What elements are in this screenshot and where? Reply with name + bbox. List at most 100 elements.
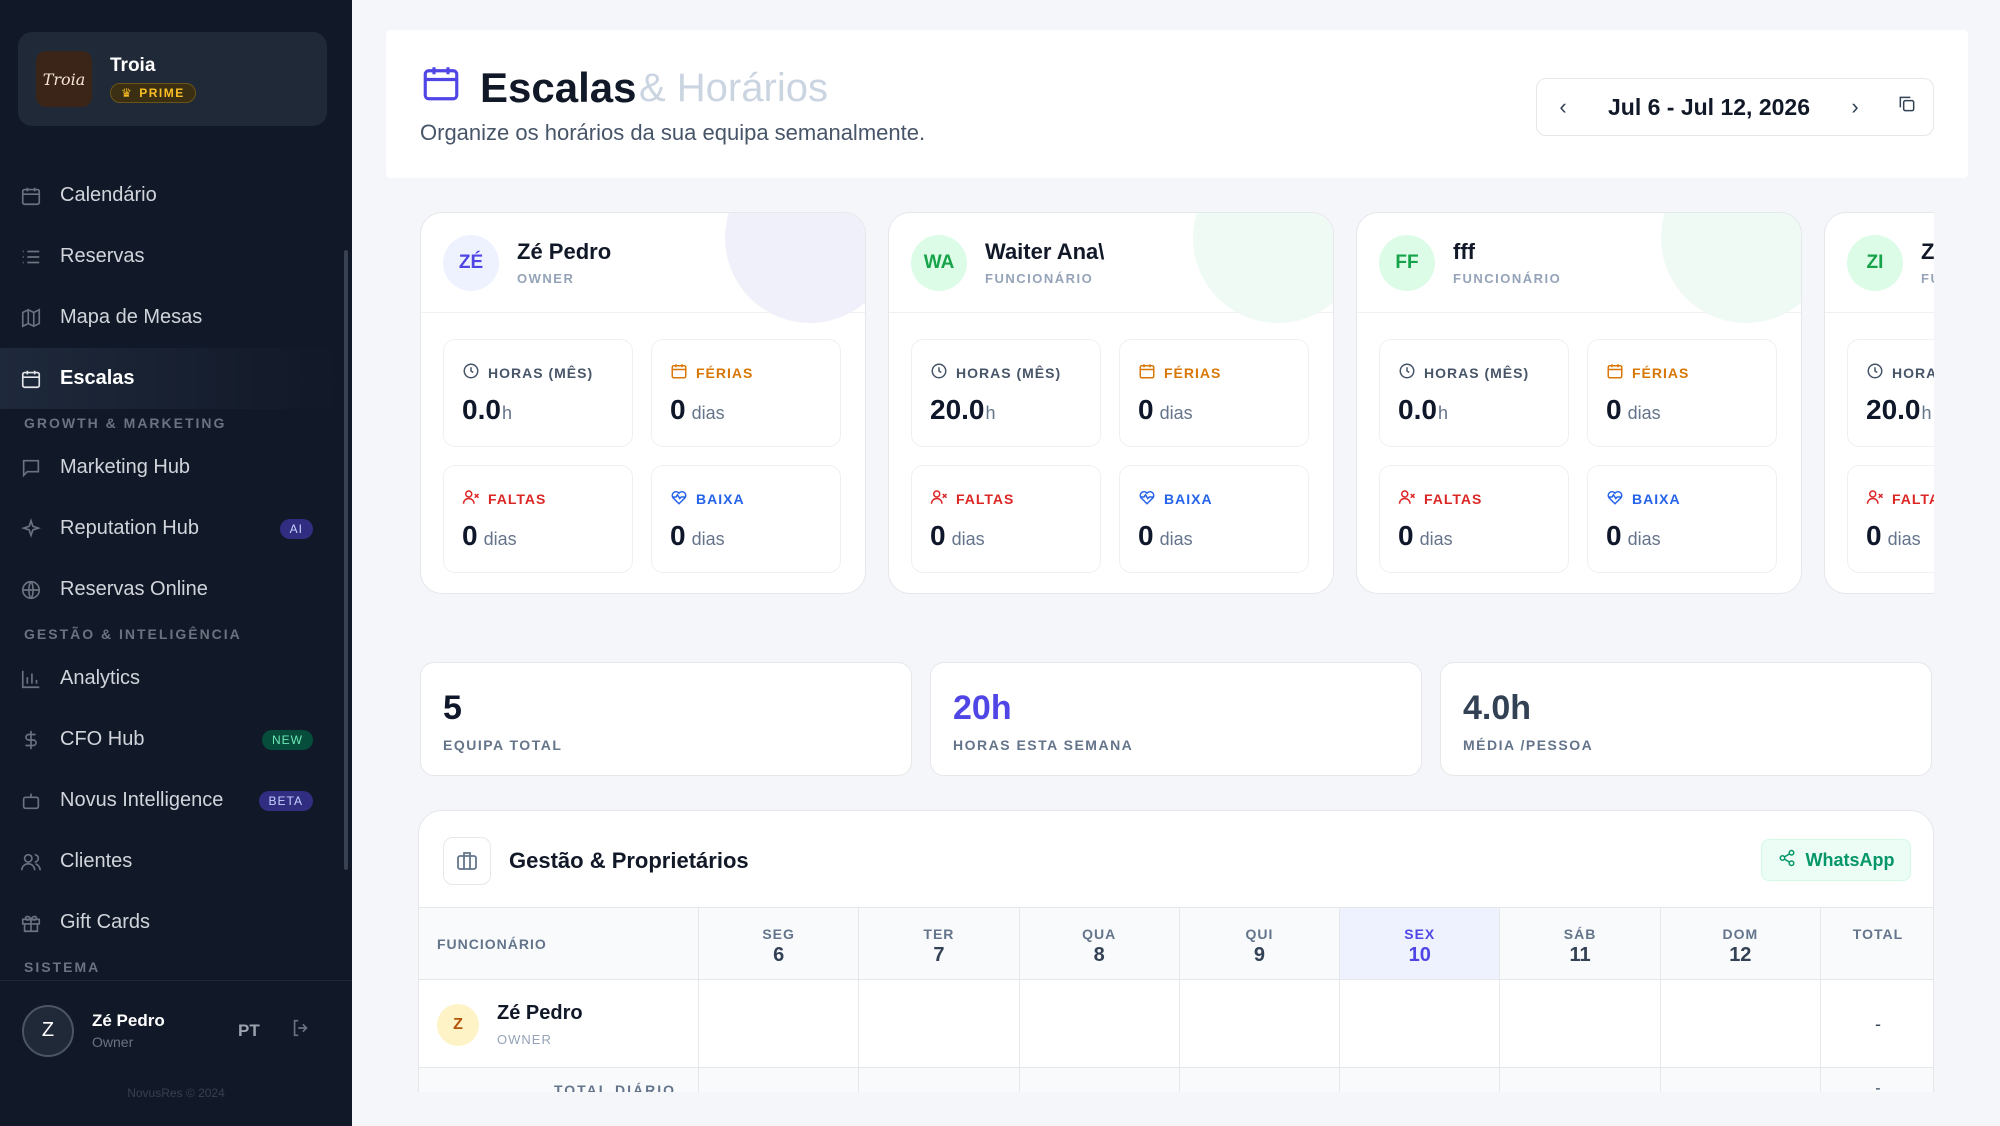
sidebar-item-clientes[interactable]: Clientes bbox=[0, 831, 345, 892]
sidebar-item-label: Escalas bbox=[60, 367, 135, 389]
chevron-right-icon: › bbox=[1851, 94, 1859, 119]
hours-value: 20.0 bbox=[1866, 394, 1921, 425]
hours-week-value: 20h bbox=[953, 689, 1012, 727]
hours-week-label: HORAS ESTA SEMANA bbox=[953, 737, 1134, 753]
days-unit: dias bbox=[1159, 529, 1193, 549]
sick-label: BAIXA bbox=[1164, 490, 1213, 507]
sidebar-item-gift-cards[interactable]: Gift Cards bbox=[0, 892, 345, 953]
copy-icon bbox=[1897, 94, 1917, 120]
staff-role: FUNCIONÁRIO bbox=[1453, 271, 1562, 286]
user-x-icon bbox=[930, 488, 948, 509]
user-profile[interactable]: Z Zé Pedro Owner PT bbox=[0, 980, 352, 1080]
daily-total-cell bbox=[1340, 1068, 1501, 1107]
table-row: Z Zé Pedro OWNER - bbox=[419, 979, 1933, 1067]
sick-label: BAIXA bbox=[1632, 490, 1681, 507]
copy-week-button[interactable] bbox=[1881, 79, 1933, 135]
sidebar-item-label: Reservas bbox=[60, 245, 145, 267]
clock-icon bbox=[1398, 362, 1416, 383]
sidebar-item-calendario[interactable]: Calendário bbox=[0, 165, 345, 226]
schedule-title: Gestão & Proprietários bbox=[509, 848, 749, 873]
page-header: Escalas & Horários Organize os horários … bbox=[386, 30, 1968, 178]
vacation-value: 0 bbox=[1606, 394, 1622, 425]
sidebar-nav: Calendário Reservas Mapa de Mesas Escala… bbox=[0, 165, 345, 981]
week-range: Jul 6 - Jul 12, 2026 bbox=[1607, 93, 1810, 120]
staff-card[interactable]: ZÉ Zé Pedro OWNER HORAS (MÊS) 0.0h FÉRIA… bbox=[420, 212, 866, 594]
day-name: TER bbox=[923, 926, 955, 942]
hours-label: HORAS (MÊS) bbox=[1892, 364, 1934, 381]
copyright: NovusRes © 2024 bbox=[127, 1086, 225, 1100]
days-unit: dias bbox=[691, 529, 725, 549]
whatsapp-share-button[interactable]: WhatsApp bbox=[1761, 839, 1911, 881]
day-name: SEX bbox=[1404, 926, 1436, 942]
daily-total-cell bbox=[1020, 1068, 1180, 1107]
absences-value: 0 bbox=[1866, 520, 1882, 551]
sidebar-item-escalas[interactable]: Escalas bbox=[0, 348, 345, 409]
shift-cell[interactable] bbox=[1180, 980, 1341, 1067]
staff-card[interactable]: WA Waiter Ana\ FUNCIONÁRIO HORAS (MÊS) 2… bbox=[888, 212, 1334, 594]
shift-cell[interactable] bbox=[1500, 980, 1661, 1067]
sidebar-item-cfo-hub[interactable]: CFO Hub NEW bbox=[0, 709, 345, 770]
dollar-icon bbox=[20, 729, 42, 751]
sidebar-item-novus-intelligence[interactable]: Novus Intelligence BETA bbox=[0, 770, 345, 831]
prev-week-button[interactable]: ‹ bbox=[1537, 79, 1589, 135]
day-number: 7 bbox=[933, 944, 945, 966]
list-icon bbox=[20, 246, 42, 268]
sidebar-item-label: Novus Intelligence bbox=[60, 789, 224, 811]
next-week-button[interactable]: › bbox=[1829, 79, 1881, 135]
col-day[interactable]: QUA 8 bbox=[1020, 908, 1180, 979]
staff-card[interactable]: FF fff FUNCIONÁRIO HORAS (MÊS) 0.0h FÉRI… bbox=[1356, 212, 1802, 594]
sidebar-item-reputation-hub[interactable]: Reputation Hub AI bbox=[0, 498, 345, 559]
hours-unit: h bbox=[985, 403, 996, 423]
user-x-icon bbox=[462, 488, 480, 509]
sidebar-item-reservas[interactable]: Reservas bbox=[0, 226, 345, 287]
sidebar-item-mapa-de-mesas[interactable]: Mapa de Mesas bbox=[0, 287, 345, 348]
bar-chart-icon bbox=[20, 668, 42, 690]
col-day[interactable]: DOM 12 bbox=[1661, 908, 1821, 979]
shift-cell[interactable] bbox=[1661, 980, 1821, 1067]
calendar-icon bbox=[1606, 362, 1624, 383]
logout-icon[interactable] bbox=[290, 1017, 312, 1045]
hours-stat: HORAS (MÊS) 0.0h bbox=[443, 339, 633, 447]
col-day-today[interactable]: SEX 10 bbox=[1340, 908, 1501, 979]
staff-name: Z bbox=[1921, 239, 1934, 264]
briefcase-icon bbox=[443, 837, 491, 885]
vacation-stat: FÉRIAS 0 dias bbox=[651, 339, 841, 447]
daily-total-cell bbox=[1180, 1068, 1341, 1107]
absences-value: 0 bbox=[930, 520, 946, 551]
shift-cell[interactable] bbox=[1020, 980, 1180, 1067]
globe-icon bbox=[20, 579, 42, 601]
sidebar-item-label: Clientes bbox=[60, 850, 133, 872]
col-day[interactable]: SEG 6 bbox=[699, 908, 860, 979]
heart-pulse-icon bbox=[1138, 488, 1156, 509]
clock-icon bbox=[462, 362, 480, 383]
col-day[interactable]: QUI 9 bbox=[1180, 908, 1341, 979]
days-unit: dias bbox=[691, 403, 725, 423]
shift-cell[interactable] bbox=[699, 980, 860, 1067]
avatar: ZI bbox=[1847, 235, 1903, 291]
avatar: ZÉ bbox=[443, 235, 499, 291]
heart-pulse-icon bbox=[1606, 488, 1624, 509]
sidebar-scrollbar[interactable] bbox=[344, 250, 348, 870]
day-name: QUA bbox=[1082, 926, 1117, 942]
week-navigator: ‹ Jul 6 - Jul 12, 2026 › bbox=[1536, 78, 1934, 136]
language-toggle[interactable]: PT bbox=[238, 1020, 260, 1040]
hours-label: HORAS (MÊS) bbox=[1424, 364, 1530, 381]
days-unit: dias bbox=[483, 529, 517, 549]
bottom-fade bbox=[386, 1092, 1968, 1126]
col-day[interactable]: SÁB 11 bbox=[1500, 908, 1661, 979]
shift-cell[interactable] bbox=[859, 980, 1020, 1067]
sick-value: 0 bbox=[1606, 520, 1622, 551]
brand-card[interactable]: Troia Troia ♛ PRIME bbox=[18, 32, 327, 126]
sidebar-item-reservas-online[interactable]: Reservas Online bbox=[0, 559, 345, 620]
page-title: Escalas bbox=[480, 64, 637, 111]
sidebar-item-marketing-hub[interactable]: Marketing Hub bbox=[0, 437, 345, 498]
daily-total-cell bbox=[1661, 1068, 1821, 1107]
sidebar-item-analytics[interactable]: Analytics bbox=[0, 648, 345, 709]
col-day[interactable]: TER 7 bbox=[859, 908, 1020, 979]
staff-role: FU bbox=[1921, 271, 1934, 286]
shift-cell[interactable] bbox=[1340, 980, 1501, 1067]
sidebar-item-label: Analytics bbox=[60, 667, 141, 689]
